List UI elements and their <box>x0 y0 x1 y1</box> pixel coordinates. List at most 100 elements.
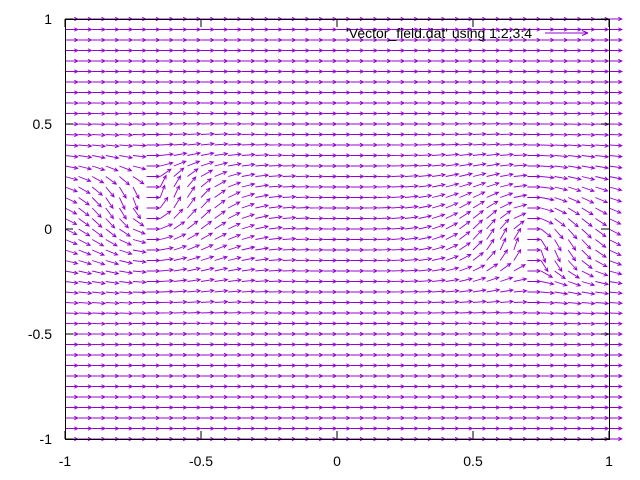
vector-arrow <box>364 321 379 326</box>
vector-arrow <box>405 79 419 85</box>
vector-arrow <box>133 342 147 347</box>
vector-arrow <box>187 373 202 379</box>
vector-arrow <box>296 90 311 95</box>
vector-arrow <box>486 37 501 43</box>
vector-arrow <box>146 90 161 95</box>
vector-arrow <box>554 239 562 252</box>
vector-arrow <box>187 168 199 177</box>
vector-arrow <box>405 352 419 358</box>
vector-arrow <box>119 239 133 246</box>
vector-arrow <box>268 321 283 326</box>
vector-arrow <box>133 58 147 64</box>
vector-arrow <box>282 405 297 410</box>
vector-arrow <box>187 48 202 53</box>
vector-arrow <box>214 142 229 147</box>
vector-arrow <box>527 363 542 368</box>
vector-arrow <box>581 122 596 127</box>
vector-arrow <box>459 426 474 431</box>
vector-arrow <box>255 363 270 368</box>
vector-arrow <box>513 37 528 43</box>
vector-arrow <box>377 174 392 179</box>
vector-arrow <box>568 79 583 85</box>
vector-arrow <box>595 384 610 389</box>
vector-arrow <box>500 69 515 74</box>
vector-arrow <box>296 27 311 32</box>
vector-arrow <box>241 213 255 219</box>
vector-arrow <box>296 289 311 295</box>
vector-arrow <box>241 310 256 315</box>
vector-arrow <box>473 352 487 358</box>
vector-arrow <box>445 192 459 198</box>
vector-arrow <box>404 246 419 252</box>
vector-arrow <box>608 121 623 127</box>
vector-arrow <box>160 426 175 431</box>
vector-arrow <box>78 111 93 116</box>
vector-arrow <box>105 300 120 306</box>
vector-arrow <box>432 289 447 294</box>
vector-arrow <box>160 121 175 127</box>
vector-arrow <box>336 247 351 253</box>
vector-arrow <box>568 373 583 379</box>
vector-arrow <box>133 384 147 389</box>
vector-arrow <box>255 183 270 188</box>
vector-arrow <box>200 342 215 347</box>
vector-arrow <box>92 363 107 368</box>
vector-arrow <box>64 260 79 265</box>
vector-arrow <box>486 394 501 400</box>
vector-arrow <box>337 79 351 85</box>
vector-arrow <box>568 384 583 389</box>
vector-arrow <box>200 209 212 219</box>
vector-arrow <box>609 69 623 74</box>
vector-arrow <box>228 162 242 167</box>
vector-arrow <box>119 69 134 74</box>
vector-arrow <box>228 394 243 400</box>
vector-arrow <box>268 236 283 241</box>
vector-arrow <box>608 311 623 316</box>
vector-arrow <box>309 258 324 263</box>
vector-arrow <box>459 37 474 43</box>
vector-arrow <box>78 290 93 296</box>
vector-arrow <box>269 37 283 43</box>
vector-arrow <box>391 300 406 305</box>
vector-arrow <box>228 352 243 358</box>
vector-arrow <box>445 426 460 431</box>
vector-arrow <box>350 79 365 85</box>
vector-arrow <box>119 426 134 431</box>
vector-arrow <box>228 142 243 147</box>
vector-arrow <box>595 165 610 170</box>
vector-arrow <box>282 394 297 400</box>
vector-arrow <box>78 426 93 431</box>
vector-arrow <box>377 121 392 127</box>
vector-arrow <box>173 394 188 400</box>
vector-arrow <box>64 111 79 116</box>
vector-arrow <box>201 90 215 95</box>
vector-arrow <box>486 191 500 198</box>
vector-arrow <box>581 415 596 421</box>
vector-arrow <box>568 165 583 170</box>
vector-arrow <box>255 203 269 209</box>
vector-arrow <box>473 48 487 53</box>
vector-arrow <box>486 27 501 32</box>
vector-arrow <box>486 405 501 410</box>
vector-arrow <box>201 48 215 53</box>
vector-arrow <box>364 373 379 379</box>
vector-arrow <box>269 111 283 116</box>
vector-arrow <box>64 311 79 316</box>
vector-arrow <box>500 152 515 157</box>
vector-arrow <box>78 197 91 206</box>
vector-arrow <box>608 260 623 266</box>
vector-arrow <box>391 121 406 127</box>
vector-arrow <box>119 342 134 347</box>
vector-arrow <box>513 100 528 106</box>
vector-arrow <box>160 79 175 85</box>
vector-arrow <box>269 373 283 379</box>
vector-arrow <box>119 249 133 255</box>
vector-arrow <box>486 100 501 106</box>
vector-arrow <box>581 291 596 296</box>
vector-arrow <box>377 37 392 43</box>
vector-arrow <box>391 173 406 179</box>
vector-arrow <box>228 256 242 261</box>
vector-arrow <box>309 195 324 200</box>
vector-arrow <box>418 246 433 251</box>
vector-arrow <box>119 48 134 53</box>
